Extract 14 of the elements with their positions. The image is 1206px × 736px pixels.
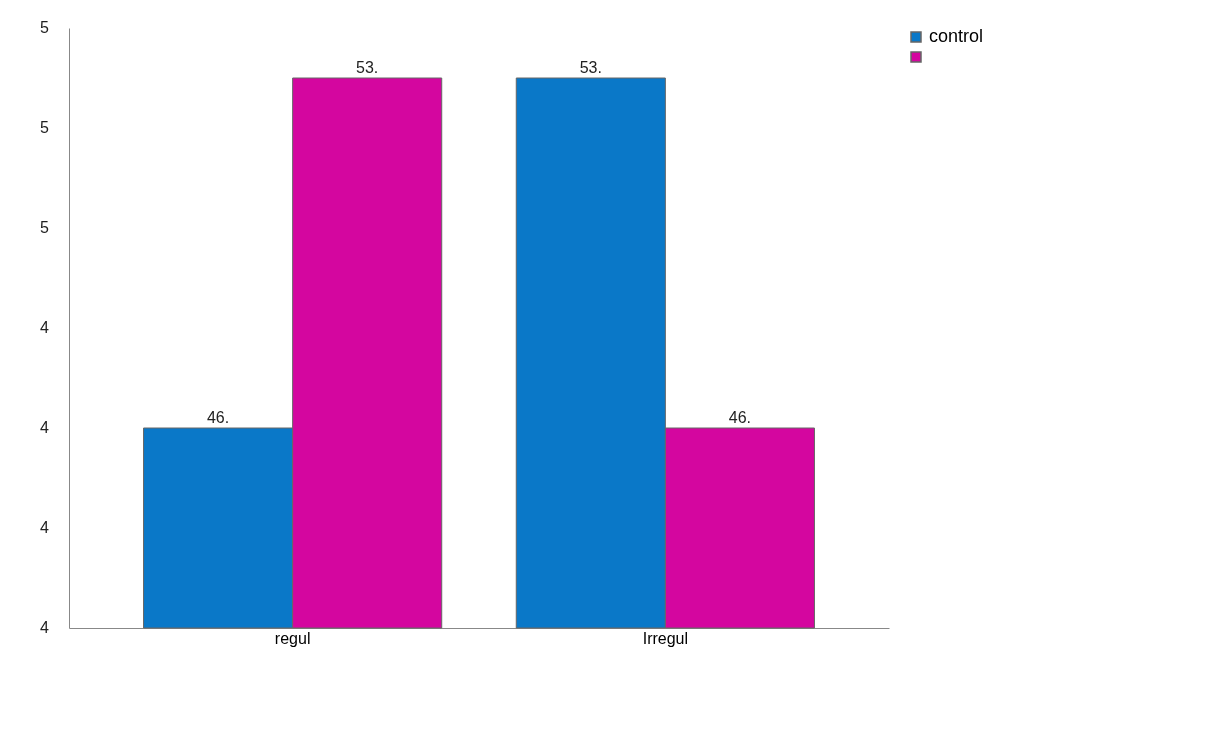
data-label: 53. [579, 59, 602, 76]
text: 4 [40, 619, 50, 636]
legend-label: control [929, 26, 984, 46]
data-label: 46. [728, 409, 752, 426]
x-tick-label: Irregul [642, 629, 689, 647]
text: 4 [40, 319, 50, 336]
data-label: 46. [206, 409, 230, 426]
text: 5 [40, 19, 50, 36]
text: 5 [40, 119, 50, 136]
text: 4 [40, 519, 50, 536]
x-tick-label: regul [274, 629, 311, 647]
text: 4 [40, 419, 50, 436]
text: 5 [40, 219, 50, 236]
data-label: 53. [356, 59, 379, 76]
